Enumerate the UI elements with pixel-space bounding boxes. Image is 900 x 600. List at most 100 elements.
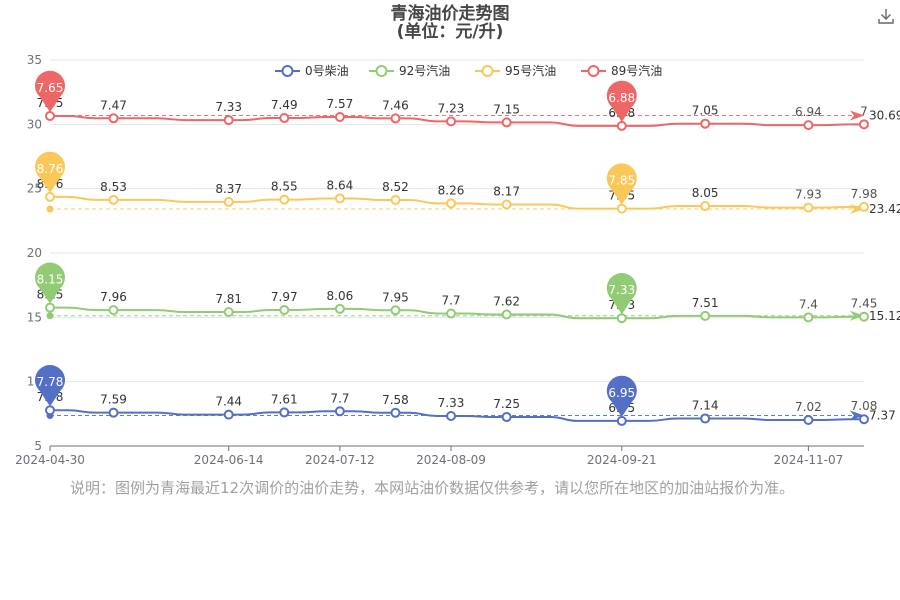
data-point xyxy=(279,194,290,205)
data-point xyxy=(446,411,457,422)
data-label: 8.64 xyxy=(327,178,354,192)
data-label: 7.62 xyxy=(493,295,520,309)
grid-lines xyxy=(50,59,864,447)
data-point xyxy=(700,310,711,321)
data-point xyxy=(700,201,711,212)
data-point xyxy=(279,407,290,418)
data-label: 7.49 xyxy=(271,98,298,112)
data-label: 7.95 xyxy=(382,290,409,304)
legend-item-0[interactable]: 0号柴油 xyxy=(275,64,349,78)
data-point xyxy=(334,111,345,122)
pin-shape xyxy=(35,151,65,193)
legend-label: 95号汽油 xyxy=(505,63,556,78)
data-label: 7.45 xyxy=(851,297,878,311)
x-tick-label: 2024-08-09 xyxy=(416,453,486,467)
average-start-dot xyxy=(46,312,54,320)
data-point xyxy=(616,313,627,324)
chart-note: 说明：图例为青海最近12次调价的油价走势，本网站油价数据仅供参考，请以您所在地区… xyxy=(70,479,795,497)
data-point xyxy=(279,113,290,124)
legend-marker xyxy=(281,65,294,77)
data-label: 8.26 xyxy=(438,183,465,197)
download-button[interactable] xyxy=(876,6,896,26)
data-point xyxy=(390,113,401,124)
data-label: 7.46 xyxy=(382,98,409,112)
x-tick-label: 2024-09-21 xyxy=(587,453,657,467)
data-point xyxy=(700,118,711,129)
data-point xyxy=(390,407,401,418)
data-label: 7.7 xyxy=(330,391,349,405)
series-line xyxy=(50,195,864,210)
data-point xyxy=(334,193,345,204)
data-point xyxy=(501,199,512,210)
data-point xyxy=(501,309,512,320)
data-point xyxy=(334,303,345,314)
data-label: 7.44 xyxy=(215,395,242,409)
series-0: 7.37 7.78 7.59 7.44 7.61 7.7 7.58 7.33 7.25 6.95 7… xyxy=(35,365,896,426)
average-start-dot xyxy=(46,205,54,213)
max-marker: 7.65 xyxy=(35,70,65,112)
data-point xyxy=(501,117,512,128)
x-tick-label: 2024-11-07 xyxy=(774,453,844,467)
chart-title: 青海油价走势图 xyxy=(390,4,510,24)
data-label: 6.94 xyxy=(795,105,822,119)
data-point xyxy=(446,116,457,127)
data-point xyxy=(616,415,627,426)
data-label: 8.06 xyxy=(327,289,354,303)
chart-subtitle: (单位：元/升) xyxy=(396,22,504,42)
data-label: 7.15 xyxy=(493,102,520,116)
min-marker: 7.85 xyxy=(606,163,637,205)
legend-item-1[interactable]: 92号汽油 xyxy=(369,63,450,78)
legend-label: 89号汽油 xyxy=(611,63,662,78)
max-marker: 7.78 xyxy=(35,365,65,407)
data-point xyxy=(859,311,869,322)
data-label: 7.51 xyxy=(692,296,719,310)
y-tick-label: 5 xyxy=(34,439,42,453)
data-label: 8.52 xyxy=(382,180,409,194)
legend-item-3[interactable]: 89号汽油 xyxy=(581,63,662,78)
data-label: 7.02 xyxy=(795,400,822,414)
legend-marker xyxy=(481,65,494,77)
data-point xyxy=(223,307,234,318)
data-label: 7 xyxy=(860,104,868,118)
average-label: 7.37 xyxy=(869,409,896,423)
data-label: 7.98 xyxy=(851,187,878,201)
data-point xyxy=(279,304,290,315)
pin-label: 6.95 xyxy=(608,386,635,400)
pin-shape xyxy=(35,262,65,304)
data-point xyxy=(45,302,55,313)
data-point xyxy=(501,412,512,423)
data-point xyxy=(45,191,55,202)
series-line xyxy=(50,306,864,320)
average-label: 23.42 xyxy=(869,202,900,216)
data-label: 7.14 xyxy=(692,398,719,412)
data-point xyxy=(223,115,234,126)
pin-shape xyxy=(35,365,65,407)
data-label: 8.55 xyxy=(271,180,298,194)
data-point xyxy=(45,110,55,121)
data-point xyxy=(803,312,814,323)
pin-label: 7.33 xyxy=(608,283,635,297)
data-point xyxy=(223,409,234,420)
series-1: 15.12 8.15 7.96 7.81 7.97 8.06 7.95 7.7 7.62 7.33… xyxy=(35,262,900,324)
data-point xyxy=(859,201,869,212)
pin-shape xyxy=(606,375,637,417)
data-point xyxy=(446,198,457,209)
x-tick-label: 2024-04-30 xyxy=(15,453,85,467)
data-label: 8.37 xyxy=(215,182,242,196)
legend-marker xyxy=(587,65,600,77)
data-label: 7.23 xyxy=(438,101,465,115)
data-label: 7.57 xyxy=(327,97,354,111)
data-point xyxy=(616,203,627,214)
legend-item-2[interactable]: 95号汽油 xyxy=(475,63,556,78)
series-line xyxy=(50,409,864,422)
legend-label: 0号柴油 xyxy=(305,64,349,78)
data-label: 7.58 xyxy=(382,393,409,407)
data-label: 7.4 xyxy=(799,297,818,311)
data-label: 7.33 xyxy=(438,396,465,410)
x-tick-label: 2024-06-14 xyxy=(194,453,264,467)
y-tick-label: 25 xyxy=(27,182,42,196)
y-tick-label: 35 xyxy=(27,53,42,67)
pin-label: 8.76 xyxy=(37,162,64,176)
